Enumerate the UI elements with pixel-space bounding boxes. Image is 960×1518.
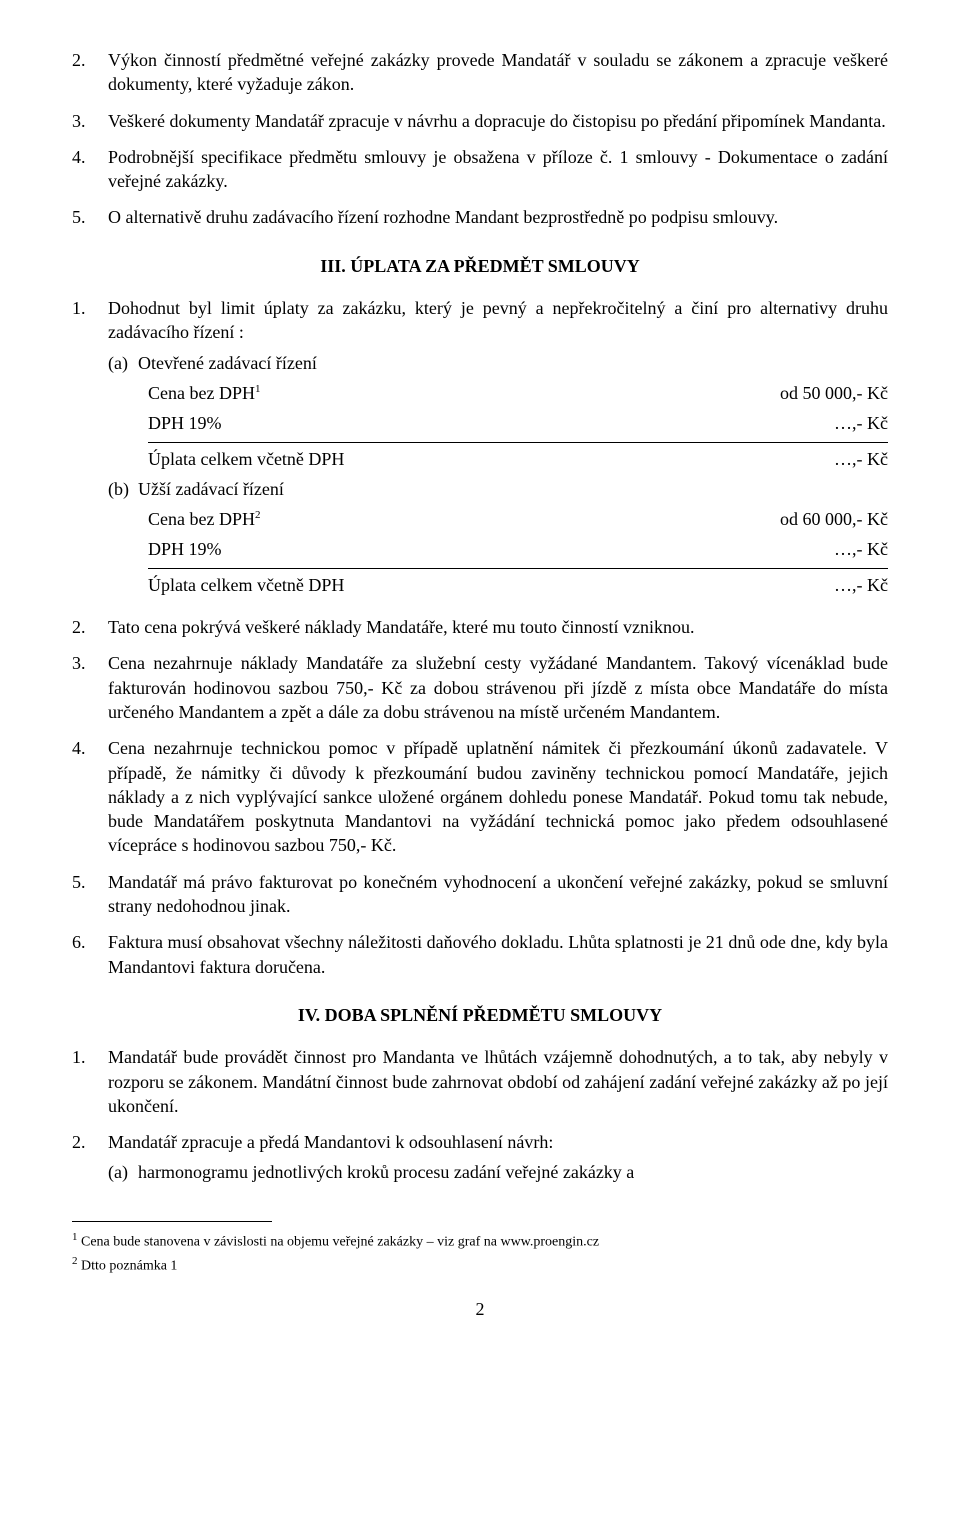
price-label: DPH 19% (148, 411, 748, 435)
price-value: …,- Kč (748, 442, 888, 471)
item-number: 3. (72, 651, 108, 724)
price-label: Úplata celkem včetně DPH (148, 442, 748, 471)
item-text: Cena nezahrnuje technickou pomoc v přípa… (108, 736, 888, 857)
section-4-list: 1. Mandatář bude provádět činnost pro Ma… (72, 1045, 888, 1190)
item-text: Podrobnější specifikace předmětu smlouvy… (108, 145, 888, 194)
item-text: Tato cena pokrývá veškeré náklady Mandat… (108, 615, 888, 639)
list-item: 3. Veškeré dokumenty Mandatář zpracuje v… (72, 109, 888, 133)
list-item: 1. Dohodnut byl limit úplaty za zakázku,… (72, 296, 888, 603)
item-number: 2. (72, 48, 108, 97)
price-row: Cena bez DPH2 od 60 000,- Kč (148, 507, 888, 531)
item-text-main: Mandatář zpracuje a předá Mandantovi k o… (108, 1130, 888, 1154)
item-number: 5. (72, 205, 108, 229)
section-3-heading: III. ÚPLATA ZA PŘEDMĚT SMLOUVY (72, 254, 888, 278)
list-item: 2. Tato cena pokrývá veškeré náklady Man… (72, 615, 888, 639)
footnote-1: 1 Cena bude stanovena v závislosti na ob… (72, 1230, 888, 1253)
item-number: 2. (72, 1130, 108, 1191)
section-3-list: 1. Dohodnut byl limit úplaty za zakázku,… (72, 296, 888, 979)
price-grid-a: Cena bez DPH1 od 50 000,- Kč DPH 19% …,-… (148, 381, 888, 471)
price-label-text: Cena bez DPH (148, 383, 255, 403)
item-number: 4. (72, 145, 108, 194)
price-value: od 60 000,- Kč (748, 507, 888, 531)
item-number: 5. (72, 870, 108, 919)
price-label: Cena bez DPH2 (148, 507, 748, 531)
item-text: Mandatář zpracuje a předá Mandantovi k o… (108, 1130, 888, 1191)
list-item: 6. Faktura musí obsahovat všechny náleži… (72, 930, 888, 979)
item-text: Veškeré dokumenty Mandatář zpracuje v ná… (108, 109, 888, 133)
item-text: Faktura musí obsahovat všechny náležitos… (108, 930, 888, 979)
price-row-total: Úplata celkem včetně DPH …,- Kč (148, 568, 888, 597)
price-label: DPH 19% (148, 537, 748, 561)
price-row: DPH 19% …,- Kč (148, 411, 888, 435)
price-label: Úplata celkem včetně DPH (148, 568, 748, 597)
list-item: 2. Výkon činností předmětné veřejné zaká… (72, 48, 888, 97)
item-number: 1. (72, 296, 108, 603)
footnote-separator (72, 1221, 272, 1222)
item-number: 3. (72, 109, 108, 133)
item-number: 6. (72, 930, 108, 979)
footnote-ref: 1 (255, 383, 261, 395)
section-2-list: 2. Výkon činností předmětné veřejné zaká… (72, 48, 888, 230)
list-item: 2. Mandatář zpracuje a předá Mandantovi … (72, 1130, 888, 1191)
item-text: O alternativě druhu zadávacího řízení ro… (108, 205, 888, 229)
sub-label: (a) (108, 1160, 138, 1184)
footnote-text: Cena bude stanovena v závislosti na obje… (78, 1234, 600, 1249)
price-row: DPH 19% …,- Kč (148, 537, 888, 561)
section-4-heading: IV. DOBA SPLNĚNÍ PŘEDMĚTU SMLOUVY (72, 1003, 888, 1027)
item-text: Výkon činností předmětné veřejné zakázky… (108, 48, 888, 97)
price-row: Cena bez DPH1 od 50 000,- Kč (148, 381, 888, 405)
item-number: 1. (72, 1045, 108, 1118)
item-text: Mandatář bude provádět činnost pro Manda… (108, 1045, 888, 1118)
list-item: 1. Mandatář bude provádět činnost pro Ma… (72, 1045, 888, 1118)
price-value: od 50 000,- Kč (748, 381, 888, 405)
sub-a: (a) harmonogramu jednotlivých kroků proc… (108, 1160, 888, 1184)
sub-a: (a) Otevřené zadávací řízení (108, 351, 888, 375)
item-text: Dohodnut byl limit úplaty za zakázku, kt… (108, 296, 888, 603)
price-row-total: Úplata celkem včetně DPH …,- Kč (148, 442, 888, 471)
price-label: Cena bez DPH1 (148, 381, 748, 405)
sub-text: harmonogramu jednotlivých kroků procesu … (138, 1160, 634, 1184)
sub-label: (b) (108, 477, 138, 501)
footnote-ref: 2 (255, 509, 261, 521)
list-item: 5. Mandatář má právo fakturovat po koneč… (72, 870, 888, 919)
page-number: 2 (72, 1297, 888, 1321)
sub-b: (b) Užší zadávací řízení (108, 477, 888, 501)
list-item: 3. Cena nezahrnuje náklady Mandatáře za … (72, 651, 888, 724)
item-number: 4. (72, 736, 108, 857)
item-text: Mandatář má právo fakturovat po konečném… (108, 870, 888, 919)
list-item: 4. Cena nezahrnuje technickou pomoc v př… (72, 736, 888, 857)
sub-text: Užší zadávací řízení (138, 477, 284, 501)
price-value: …,- Kč (748, 537, 888, 561)
price-value: …,- Kč (748, 411, 888, 435)
sub-label: (a) (108, 351, 138, 375)
footnote-2: 2 Dtto poznámka 1 (72, 1254, 888, 1277)
list-item: 5. O alternativě druhu zadávacího řízení… (72, 205, 888, 229)
item-text-main: Dohodnut byl limit úplaty za zakázku, kt… (108, 296, 888, 345)
item-number: 2. (72, 615, 108, 639)
price-label-text: Cena bez DPH (148, 509, 255, 529)
price-value: …,- Kč (748, 568, 888, 597)
footnote-text: Dtto poznámka 1 (78, 1259, 178, 1274)
list-item: 4. Podrobnější specifikace předmětu smlo… (72, 145, 888, 194)
item-text: Cena nezahrnuje náklady Mandatáře za slu… (108, 651, 888, 724)
sub-text: Otevřené zadávací řízení (138, 351, 317, 375)
price-grid-b: Cena bez DPH2 od 60 000,- Kč DPH 19% …,-… (148, 507, 888, 597)
